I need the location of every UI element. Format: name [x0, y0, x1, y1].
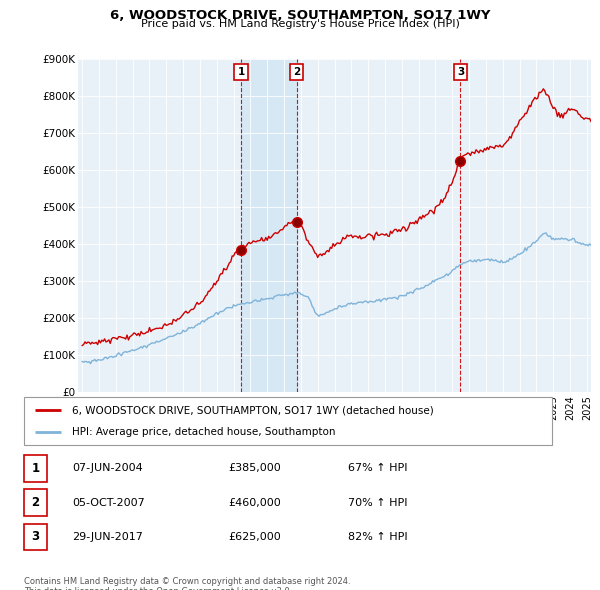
Text: £385,000: £385,000 [228, 464, 281, 473]
Text: Contains HM Land Registry data © Crown copyright and database right 2024.
This d: Contains HM Land Registry data © Crown c… [24, 577, 350, 590]
Text: 1: 1 [31, 462, 40, 475]
Text: £625,000: £625,000 [228, 532, 281, 542]
Text: 3: 3 [31, 530, 40, 543]
Text: 67% ↑ HPI: 67% ↑ HPI [348, 464, 407, 473]
Text: 6, WOODSTOCK DRIVE, SOUTHAMPTON, SO17 1WY (detached house): 6, WOODSTOCK DRIVE, SOUTHAMPTON, SO17 1W… [71, 405, 433, 415]
Text: 07-JUN-2004: 07-JUN-2004 [72, 464, 143, 473]
Text: 6, WOODSTOCK DRIVE, SOUTHAMPTON, SO17 1WY: 6, WOODSTOCK DRIVE, SOUTHAMPTON, SO17 1W… [110, 9, 490, 22]
Text: 1: 1 [238, 67, 245, 77]
Text: 2: 2 [31, 496, 40, 509]
Text: 3: 3 [457, 67, 464, 77]
Text: £460,000: £460,000 [228, 498, 281, 507]
Text: 70% ↑ HPI: 70% ↑ HPI [348, 498, 407, 507]
Text: HPI: Average price, detached house, Southampton: HPI: Average price, detached house, Sout… [71, 427, 335, 437]
Bar [241, 59, 296, 392]
Text: 82% ↑ HPI: 82% ↑ HPI [348, 532, 407, 542]
Text: 29-JUN-2017: 29-JUN-2017 [72, 532, 143, 542]
FancyBboxPatch shape [24, 397, 552, 445]
Text: 2: 2 [293, 67, 300, 77]
Text: 05-OCT-2007: 05-OCT-2007 [72, 498, 145, 507]
Text: Price paid vs. HM Land Registry's House Price Index (HPI): Price paid vs. HM Land Registry's House … [140, 19, 460, 30]
